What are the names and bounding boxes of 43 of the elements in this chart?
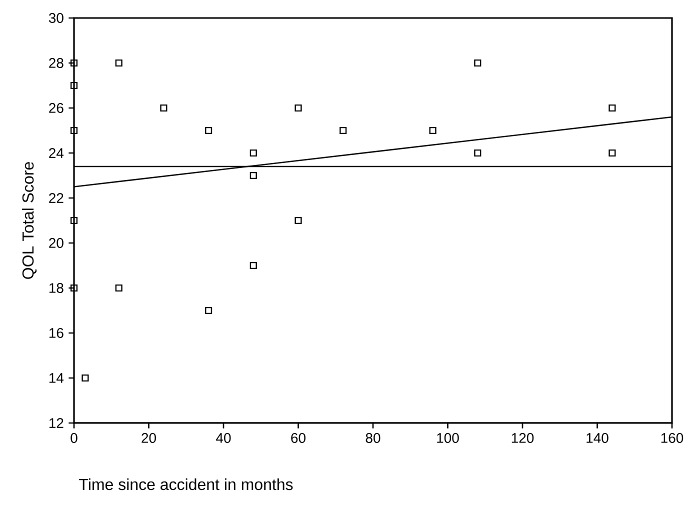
x-tick-label: 120: [512, 433, 534, 443]
y-tick-label: 22: [49, 193, 64, 203]
point: [294, 104, 302, 112]
point: [70, 59, 78, 67]
point: [160, 104, 168, 112]
point: [340, 126, 347, 134]
x-tick-label: 0: [70, 433, 78, 443]
point: [115, 284, 122, 292]
point: [70, 82, 78, 90]
y-tick-label: 12: [49, 418, 64, 428]
x-tick-label: 140: [586, 433, 608, 443]
point: [115, 59, 122, 67]
point: [608, 149, 616, 157]
y-tick-label: 26: [49, 103, 64, 113]
point: [250, 262, 257, 270]
point: [70, 216, 78, 224]
point: [250, 149, 257, 157]
point: [429, 126, 436, 134]
y-tick-label: 18: [49, 283, 64, 293]
point: [608, 104, 616, 112]
point: [70, 284, 78, 292]
point: [250, 172, 257, 180]
y-tick-label: 30: [48, 13, 64, 23]
x-tick-label: 20: [142, 433, 156, 443]
y-tick-label: 14: [49, 373, 64, 383]
y-tick-label: 28: [49, 58, 64, 68]
point: [205, 126, 212, 134]
y-tick-label: 16: [49, 328, 64, 338]
x-axis-title: Time since accident in months: [79, 478, 293, 490]
point: [82, 374, 89, 382]
y-axis-title: QOL Total Score: [22, 162, 37, 279]
y-tick-label: 24: [49, 148, 64, 158]
x-tick-label: 60: [291, 433, 306, 443]
y-tick-label: 20: [49, 238, 64, 248]
x-tick-label: 80: [366, 433, 380, 443]
point: [205, 306, 212, 314]
x-tick-label: 40: [216, 433, 231, 443]
x-tick-label: 160: [661, 433, 684, 443]
x-tick-label: 100: [437, 433, 459, 443]
point: [294, 216, 302, 224]
point: [70, 126, 78, 134]
point: [474, 59, 482, 67]
point: [474, 149, 482, 157]
